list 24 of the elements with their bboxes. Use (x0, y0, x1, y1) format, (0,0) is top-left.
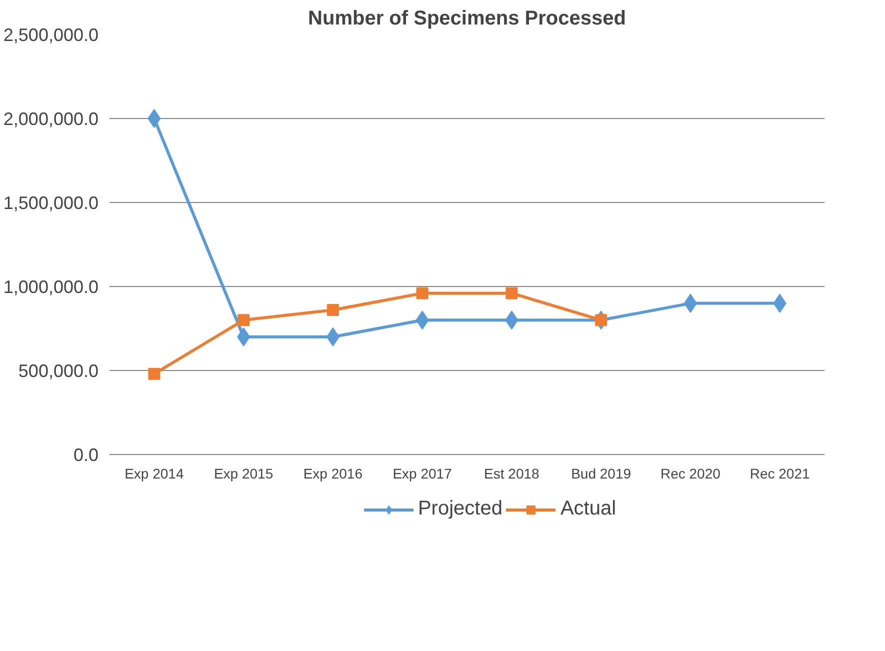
chart-title: Number of Specimens Processed (308, 8, 626, 30)
point (506, 287, 518, 300)
x-tick-label: Exp 2016 (303, 466, 363, 482)
y-tick-label: 2,500,000.0 (3, 25, 99, 45)
legend-label: Projected (418, 498, 502, 520)
point (238, 314, 250, 326)
point (148, 109, 161, 128)
point (595, 314, 608, 326)
y-tick-label: 2,000,000.0 (3, 109, 99, 129)
x-tick-label: Exp 2015 (214, 466, 274, 482)
x-tick-label: Exp 2017 (392, 466, 452, 482)
x-tick-label: Est 2018 (484, 466, 540, 482)
y-tick-label: 1,500,000.0 (3, 193, 99, 213)
x-tick-label: Rec 2021 (750, 466, 810, 482)
point (326, 304, 339, 316)
x-tick-label: Rec 2020 (660, 466, 721, 482)
y-tick-label: 500,000.0 (18, 361, 98, 381)
point (148, 368, 160, 380)
point (416, 287, 428, 300)
y-tick-label: 0.0 (73, 445, 99, 465)
y-tick-label: 1,000,000.0 (3, 277, 99, 297)
legend-label: Actual (560, 498, 616, 520)
x-tick-label: Bud 2019 (571, 466, 632, 482)
x-tick-label: Exp 2014 (124, 466, 184, 482)
